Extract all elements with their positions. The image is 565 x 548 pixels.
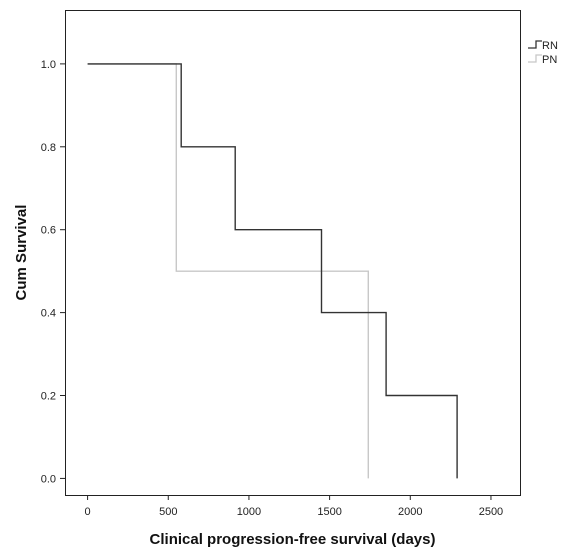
x-axis-title: Clinical progression-free survival (days…: [150, 531, 436, 548]
y-tick-label: 0.4: [41, 308, 56, 320]
legend-symbol-rn: [528, 40, 542, 49]
y-axis-ticks: 0.0 0.2 0.4 0.6 0.8 1.0: [41, 59, 65, 485]
series-layer: [87, 63, 458, 479]
y-tick-label: 0.2: [41, 391, 56, 403]
y-tick-label: 0.0: [41, 473, 56, 485]
x-tick-label: 1000: [237, 506, 261, 518]
x-tick-label: 500: [159, 506, 177, 518]
legend-symbol-pn: [528, 54, 542, 63]
legend-label-rn: RN: [542, 40, 558, 52]
series-line-rn: [87, 63, 458, 479]
y-tick-label: 1.0: [41, 59, 56, 71]
plot-frame: [65, 10, 521, 496]
y-tick-label: 0.8: [41, 142, 56, 154]
x-tick-label: 2500: [479, 506, 503, 518]
y-axis-title: Cum Survival: [13, 205, 30, 301]
legend: RN PN: [528, 40, 558, 66]
x-axis-ticks: 0 500 1000 1500 2000 2500: [85, 495, 503, 518]
x-tick-label: 1500: [317, 506, 341, 518]
x-tick-label: 0: [85, 506, 91, 518]
legend-label-pn: PN: [542, 54, 557, 66]
y-tick-label: 0.6: [41, 225, 56, 237]
x-tick-label: 2000: [398, 506, 422, 518]
